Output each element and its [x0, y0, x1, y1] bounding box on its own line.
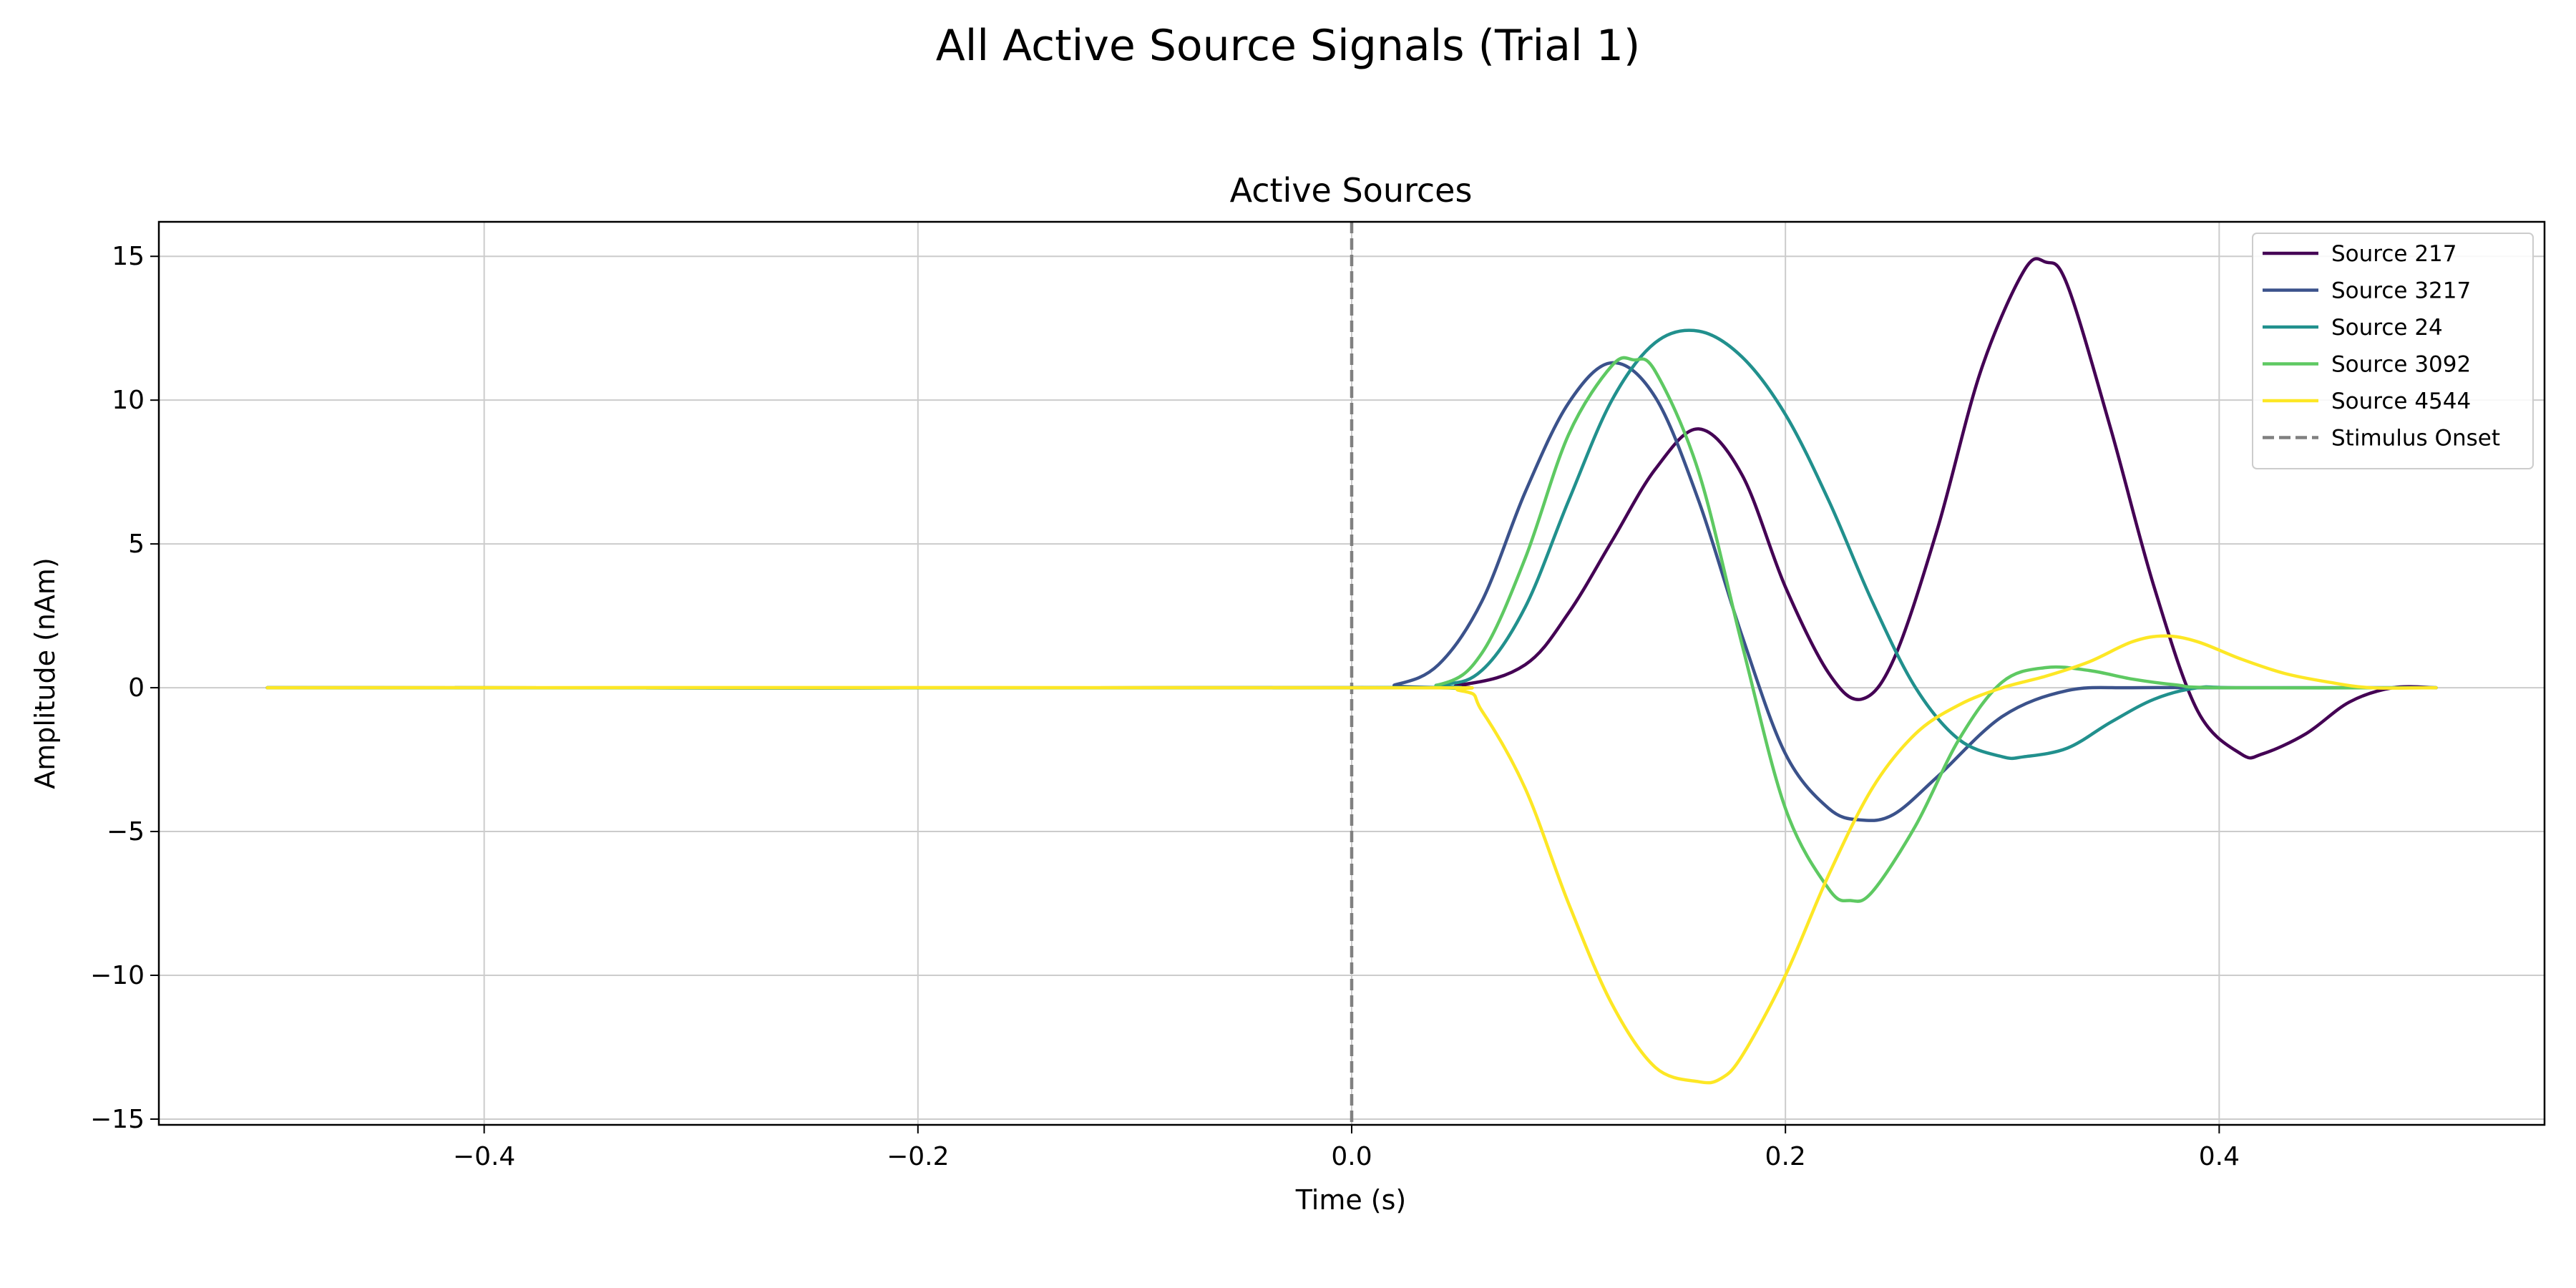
y-tick-label: 5 — [128, 530, 145, 559]
legend-label: Source 3217 — [2331, 278, 2471, 304]
y-axis-label: Amplitude (nAm) — [29, 557, 61, 789]
x-axis-label: Time (s) — [1295, 1184, 1407, 1216]
series-lines — [265, 222, 2438, 1125]
x-tick-label: 0.0 — [1331, 1142, 1372, 1171]
legend-label: Source 3092 — [2331, 352, 2471, 378]
legend-frame — [2252, 233, 2534, 469]
legend: Source 217 Source 3217 Source 24 Source 309… — [2252, 233, 2534, 469]
y-tick-label: −5 — [107, 817, 145, 847]
y-tick-label: −10 — [90, 961, 145, 990]
x-tick-label: −0.2 — [887, 1142, 949, 1171]
legend-label: Source 217 — [2331, 241, 2457, 267]
legend-label: Stimulus Onset — [2331, 426, 2500, 452]
figure-suptitle: All Active Source Signals (Trial 1) — [936, 21, 1641, 71]
y-tick-label: 15 — [112, 242, 145, 271]
legend-label: Source 4544 — [2331, 389, 2471, 414]
x-tick-label: 0.4 — [2199, 1142, 2240, 1171]
y-tick-label: 10 — [112, 386, 145, 415]
chart-title: Active Sources — [1230, 171, 1473, 210]
y-tick-label: 0 — [128, 673, 145, 703]
y-tick-label: −15 — [90, 1105, 145, 1134]
legend-label: Source 24 — [2331, 315, 2443, 341]
x-tick-label: 0.2 — [1765, 1142, 1806, 1171]
series-line-source-4544 — [265, 634, 2438, 1085]
x-tick-label: −0.4 — [453, 1142, 515, 1171]
axis-ticks: −0.4 −0.2 0.0 0.2 0.4 −15 −10 −5 0 5 10 15 — [90, 242, 2240, 1171]
